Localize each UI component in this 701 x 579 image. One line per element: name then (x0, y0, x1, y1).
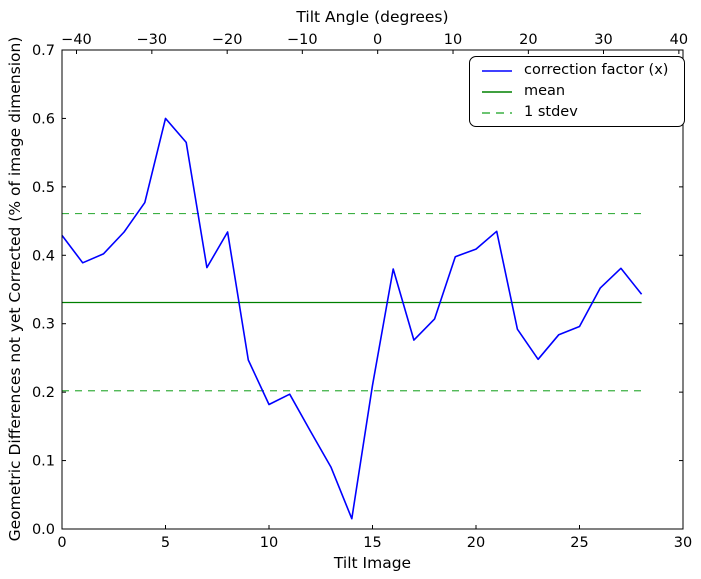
legend-label-correction-factor: correction factor (x) (524, 62, 669, 79)
left-tick-label: 0.2 (32, 385, 55, 401)
top-tick-label: 40 (670, 32, 688, 48)
bottom-tick-label: 15 (363, 535, 381, 551)
top-tick-label: 30 (594, 32, 612, 48)
legend-entry-stdev: 1 stdev (480, 103, 678, 123)
legend-entry-mean: mean (480, 82, 678, 102)
bottom-tick-label: 10 (260, 535, 278, 551)
top-tick-label: −40 (61, 32, 92, 48)
left-tick-label: 0.7 (32, 43, 55, 59)
bottom-axis-title: Tilt Image (333, 554, 411, 572)
left-tick-label: 0.6 (32, 111, 55, 127)
left-axis-title: Geometric Differences not yet Corrected … (6, 37, 24, 542)
top-tick-label: −20 (212, 32, 243, 48)
bottom-tick-label: 30 (674, 535, 692, 551)
top-tick-label: 0 (373, 32, 382, 48)
left-tick-label: 0.4 (32, 248, 55, 264)
left-tick-label: 0.1 (32, 454, 55, 470)
legend-line-sample-stdev (482, 112, 512, 114)
legend-label-stdev: 1 stdev (524, 104, 578, 121)
legend-line-sample-mean (482, 91, 512, 93)
bottom-tick-label: 5 (161, 535, 170, 551)
left-tick-label: 0.0 (32, 522, 55, 538)
bottom-tick-label: 0 (57, 535, 66, 551)
bottom-tick-label: 25 (570, 535, 588, 551)
top-tick-label: −10 (287, 32, 318, 48)
top-tick-label: 10 (444, 32, 462, 48)
left-tick-label: 0.5 (32, 180, 55, 196)
legend: correction factor (x) mean 1 stdev (469, 56, 685, 127)
correction-factor-line (61, 117, 643, 520)
top-tick-label: −30 (137, 32, 168, 48)
bottom-tick-label: 20 (467, 535, 485, 551)
legend-label-mean: mean (524, 83, 566, 100)
top-tick-label: 20 (519, 32, 537, 48)
legend-line-sample-correction-factor (482, 70, 512, 72)
legend-entry-correction-factor: correction factor (x) (480, 61, 678, 81)
top-axis-title: Tilt Angle (degrees) (295, 8, 448, 26)
left-tick-label: 0.3 (32, 317, 55, 333)
